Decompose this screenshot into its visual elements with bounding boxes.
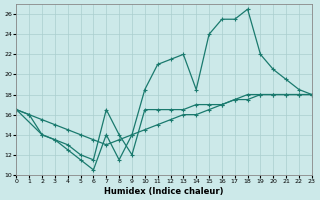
X-axis label: Humidex (Indice chaleur): Humidex (Indice chaleur) [104,187,224,196]
